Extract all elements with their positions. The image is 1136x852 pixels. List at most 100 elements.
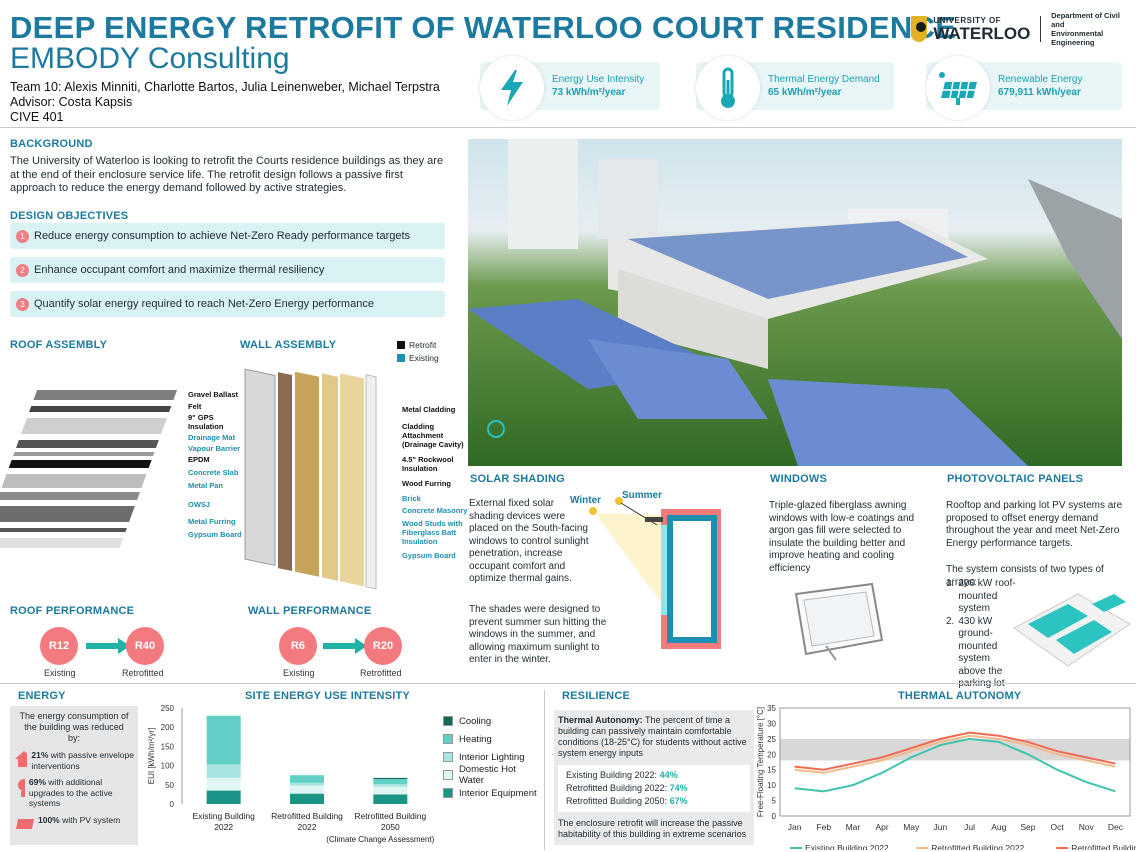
resilience-footer: The enclosure retrofit will increase the… <box>558 818 747 839</box>
house-icon <box>15 751 28 767</box>
energy-item: 100% with PV system <box>10 809 138 831</box>
wall-r-retrofitted: R20 <box>364 627 402 665</box>
lightbulb-icon <box>18 779 25 797</box>
rockwool-layer <box>295 371 319 577</box>
logo-line2: WATERLOO <box>933 24 1031 43</box>
eui-y-label: EUI [kWh/m²/yr] <box>147 728 156 784</box>
autonomy-y-tick: 30 <box>767 719 776 728</box>
legend-swatch <box>397 354 405 362</box>
roof-label: Vapour Barrier <box>188 444 241 453</box>
autonomy-y-label: Free-Floating Temperature [°C] <box>756 707 765 817</box>
autonomy-series-line <box>794 734 1116 774</box>
logo-divider <box>1040 16 1042 42</box>
roof-label: Metal Furring <box>188 517 236 526</box>
metric-renewable: Renewable Energy 679,911 kWh/year <box>926 56 1122 120</box>
autonomy-x-tick: Aug <box>991 822 1006 832</box>
roof-label: EPDM <box>188 455 210 464</box>
resilience-results: Existing Building 2022: 44% Retrofitted … <box>558 765 750 812</box>
pv-text2: The system consists of two types of arra… <box>946 564 1104 588</box>
legend-text: Interior Lighting <box>459 751 525 763</box>
team-info: Team 10: Alexis Minniti, Charlotte Barto… <box>10 80 440 125</box>
eui-bar-segment <box>290 793 324 804</box>
autonomy-x-tick: Jul <box>964 822 975 832</box>
gps-layer <box>21 418 167 434</box>
energy-item-text: with additional upgrades to the active s… <box>28 777 113 808</box>
wall-label: Concrete Masonry <box>402 506 468 515</box>
metric-value: 73 kWh/m²/year <box>552 87 626 98</box>
autonomy-series-line <box>794 737 1116 793</box>
building-rendering <box>468 139 1122 466</box>
autonomy-series-line <box>794 731 1116 771</box>
resilience-heading: RESILIENCE <box>562 690 631 702</box>
objective-item: 3 Quantify solar energy required to reach… <box>10 291 445 317</box>
autonomy-x-tick: Jan <box>788 822 802 832</box>
roof-label: Drainage Mat <box>188 433 236 442</box>
eui-legend-item: Domestic Hot Water <box>443 764 543 786</box>
parking-pv-2 <box>588 339 768 419</box>
wall-label: Gypsum Board <box>402 551 456 560</box>
result-label: Retrofitted Building 2050: <box>566 796 668 806</box>
furring-layer <box>0 528 127 532</box>
winter-label: Winter <box>570 495 602 506</box>
eui-bar-segment <box>206 715 241 765</box>
eui-y-tick: 250 <box>161 704 175 713</box>
windows-text: Triple-glazed fiberglass awning windows … <box>769 500 915 574</box>
autonomy-x-tick: Nov <box>1079 822 1095 832</box>
legend-swatch <box>443 716 453 726</box>
gypsum-layer <box>0 538 124 548</box>
objective-number: 2 <box>16 263 29 277</box>
wall-label: Metal Cladding <box>402 405 456 414</box>
background-text: The University of Waterloo is looking to… <box>10 155 444 194</box>
team-members: Team 10: Alexis Minniti, Charlotte Barto… <box>10 80 440 94</box>
result-label: Retrofitted Building 2022: <box>566 783 668 793</box>
autonomy-x-tick: Apr <box>875 822 888 832</box>
eui-legend-item: Heating <box>443 730 543 748</box>
resilience-panel: Thermal Autonomy: The percent of time a … <box>554 710 754 845</box>
gypsum-layer <box>365 374 377 590</box>
autonomy-y-tick: 20 <box>767 750 776 759</box>
objective-text: Enhance occupant comfort and maximize th… <box>34 264 325 276</box>
eui-x-label: 2050 <box>381 822 400 832</box>
pv-array-text: 200 kW roof-mounted system <box>958 578 1016 614</box>
owsj-layer <box>0 506 135 522</box>
masonry-layer <box>322 373 338 581</box>
roof-label: Metal Pan <box>188 481 224 490</box>
roof-label: Concrete Slab <box>188 468 239 477</box>
logo-line1: UNIVERSITY OF <box>933 16 1002 25</box>
energy-pct: 100% <box>38 814 60 825</box>
metric-label: Energy Use Intensity <box>552 74 645 85</box>
objective-text: Quantify solar energy required to reach … <box>34 298 374 310</box>
metric-ted: Thermal Energy Demand 65 kWh/m²/year <box>696 56 894 120</box>
roof-labels: Gravel Ballast Felt 9" GPS Insulation Dr… <box>188 390 248 539</box>
energy-intro: The energy consumption of the building w… <box>19 711 129 743</box>
autonomy-x-tick: Dec <box>1108 822 1124 832</box>
eui-note: (Climate Change Assessment) <box>326 835 434 844</box>
energy-item: 21% with passive envelope interventions <box>10 744 138 771</box>
objective-text: Reduce energy consumption to achieve Net… <box>34 230 411 242</box>
wall-r-existing: R6 <box>279 627 317 665</box>
autonomy-y-tick: 35 <box>767 704 776 713</box>
metric-label: Thermal Energy Demand <box>768 74 880 85</box>
felt-layer <box>29 406 172 412</box>
eui-bar-segment <box>373 794 408 804</box>
eui-y-tick: 50 <box>165 781 174 790</box>
comfort-band <box>780 738 1130 761</box>
objective-item: 1 Reduce energy consumption to achieve Ne… <box>10 223 445 249</box>
solar-shading-heading: SOLAR SHADING <box>470 473 565 485</box>
result-row: Retrofitted Building 2022: 74% <box>566 782 742 795</box>
legend-text: Existing <box>409 353 439 363</box>
road <box>1028 179 1122 339</box>
wall-assembly-heading: WALL ASSEMBLY <box>240 339 337 351</box>
perf-label: Retrofitted <box>360 668 402 678</box>
drainage-layer <box>15 440 159 448</box>
pv-array-item: 1. 200 kW roof-mounted system <box>946 578 1016 614</box>
eui-bar-segment <box>206 790 241 804</box>
pv-heading: PHOTOVOLTAIC PANELS <box>947 473 1084 485</box>
objective-number: 1 <box>16 229 29 243</box>
eui-legend-item: Cooling <box>443 712 543 730</box>
resilience-bold: Thermal Autonomy: <box>558 715 643 725</box>
roof-r-existing: R12 <box>40 627 78 665</box>
rooftop-pv <box>628 221 968 299</box>
slab-layer <box>1 474 147 488</box>
metric-value: 679,911 kWh/year <box>998 87 1081 98</box>
